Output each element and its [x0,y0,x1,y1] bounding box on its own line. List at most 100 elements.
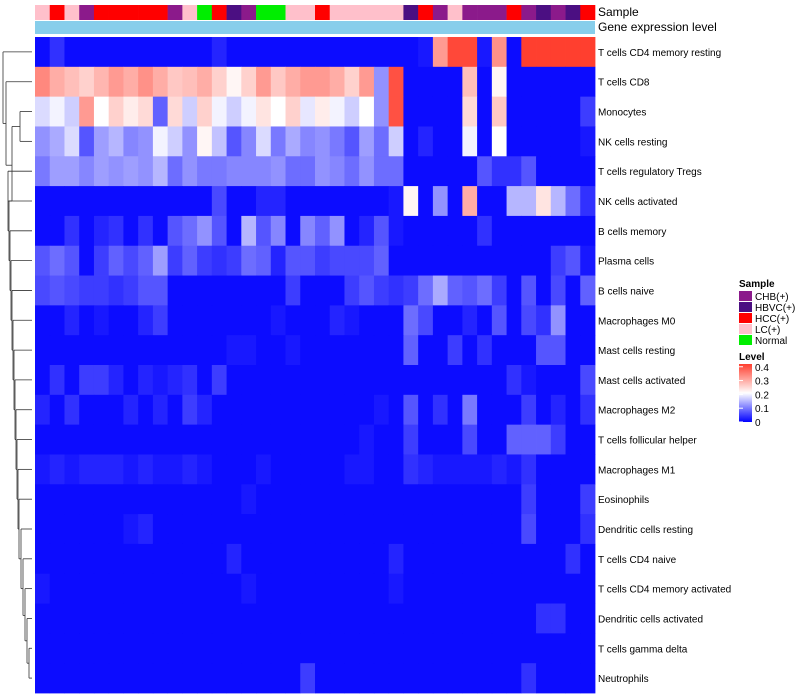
heatmap-cell [211,335,227,366]
heatmap-cell [167,514,183,545]
heatmap-cell [300,514,316,545]
heatmap-cell [256,573,272,604]
heatmap-cell [536,484,552,515]
heatmap-cell [329,663,345,694]
heatmap-cell [182,305,198,336]
heatmap-cell [270,484,286,515]
sample-annotation-cell [64,5,80,20]
heatmap-cell [477,543,493,575]
heatmap-cell [344,156,360,187]
heatmap-cell [373,394,390,426]
heatmap-cell [123,275,139,306]
heatmap-cell [300,156,316,187]
heatmap-cell [256,514,272,545]
heatmap-cell [108,305,124,336]
heatmap-cell [447,37,463,68]
heatmap-cell [315,305,331,336]
heatmap-cell [521,573,537,604]
heatmap-cell [197,365,213,396]
heatmap-cell [565,484,581,515]
heatmap-cell [432,514,449,545]
heatmap-cell [536,305,552,336]
row-label: Eosinophils [598,495,649,506]
heatmap-cell [432,543,449,575]
heatmap-cell [152,573,169,604]
heatmap-cell [477,305,493,336]
heatmap-cell [315,186,331,217]
heatmap-cell [226,603,242,634]
heatmap-cell [241,37,257,68]
heatmap-cell [300,66,316,98]
sample-annotation-cell [521,5,537,20]
heatmap-cell [403,633,419,664]
heatmap-cell [270,96,286,127]
heatmap-cell [506,365,522,396]
heatmap-cell [506,126,522,157]
heatmap-cell [447,245,463,276]
heatmap-cell [138,275,154,306]
heatmap-cell [300,245,316,276]
heatmap-cell [580,573,596,604]
heatmap-cell [315,245,331,276]
heatmap-cell [329,126,345,157]
heatmap-cell [64,514,80,545]
heatmap-cell [359,37,375,68]
heatmap-cell [418,514,434,545]
heatmap-cell [432,365,449,396]
heatmap-cell [285,394,301,426]
heatmap-cell [403,424,419,455]
heatmap-cell [550,663,566,694]
heatmap-cell [388,365,404,396]
level-legend-tick: 0.1 [755,404,769,415]
heatmap-cell [226,37,242,68]
heatmap-cell [359,305,375,336]
heatmap-cell [403,37,419,68]
heatmap-cell [152,424,169,455]
heatmap-cell [256,66,272,98]
heatmap-cell [565,394,581,426]
row-label: B cells memory [598,227,666,238]
heatmap-cell [462,394,478,426]
heatmap-cell [270,365,286,396]
heatmap-cell [359,454,375,485]
heatmap-cell [521,215,537,247]
gene-track-label: Gene expression level [598,20,717,34]
sample-legend-swatch [739,291,752,301]
heatmap-cell [403,543,419,575]
heatmap-cell [565,215,581,247]
heatmap-cell [226,156,242,187]
heatmap-cell [521,305,537,336]
heatmap-cell [550,454,566,485]
heatmap-cell [447,335,463,366]
heatmap-cell [226,186,242,217]
heatmap-cell [344,126,360,157]
heatmap-cell [521,245,537,276]
heatmap-cell [521,66,537,98]
heatmap-cell [418,126,434,157]
heatmap-cell [359,633,375,664]
heatmap-cell [315,573,331,604]
heatmap-cell [256,633,272,664]
heatmap-cell [462,156,478,187]
heatmap-cell [418,305,434,336]
heatmap-cell [506,335,522,366]
heatmap-cell [329,454,345,485]
heatmap-cell [491,484,507,515]
heatmap-cell [580,543,596,575]
heatmap-cell [167,573,183,604]
heatmap-cell [79,275,95,306]
heatmap-cell [418,96,434,127]
sample-annotation-cell [256,5,272,20]
heatmap-cell [521,275,537,306]
heatmap-cell [152,305,169,336]
heatmap-cell [491,454,507,485]
heatmap-cell [491,633,507,664]
heatmap-cell [388,305,404,336]
heatmap-cell [315,603,331,634]
sample-annotation-cell [35,5,51,20]
heatmap-cell [447,543,463,575]
heatmap-cell [256,603,272,634]
heatmap-cell [167,37,183,68]
heatmap-cell [536,454,552,485]
heatmap-cell [506,215,522,247]
